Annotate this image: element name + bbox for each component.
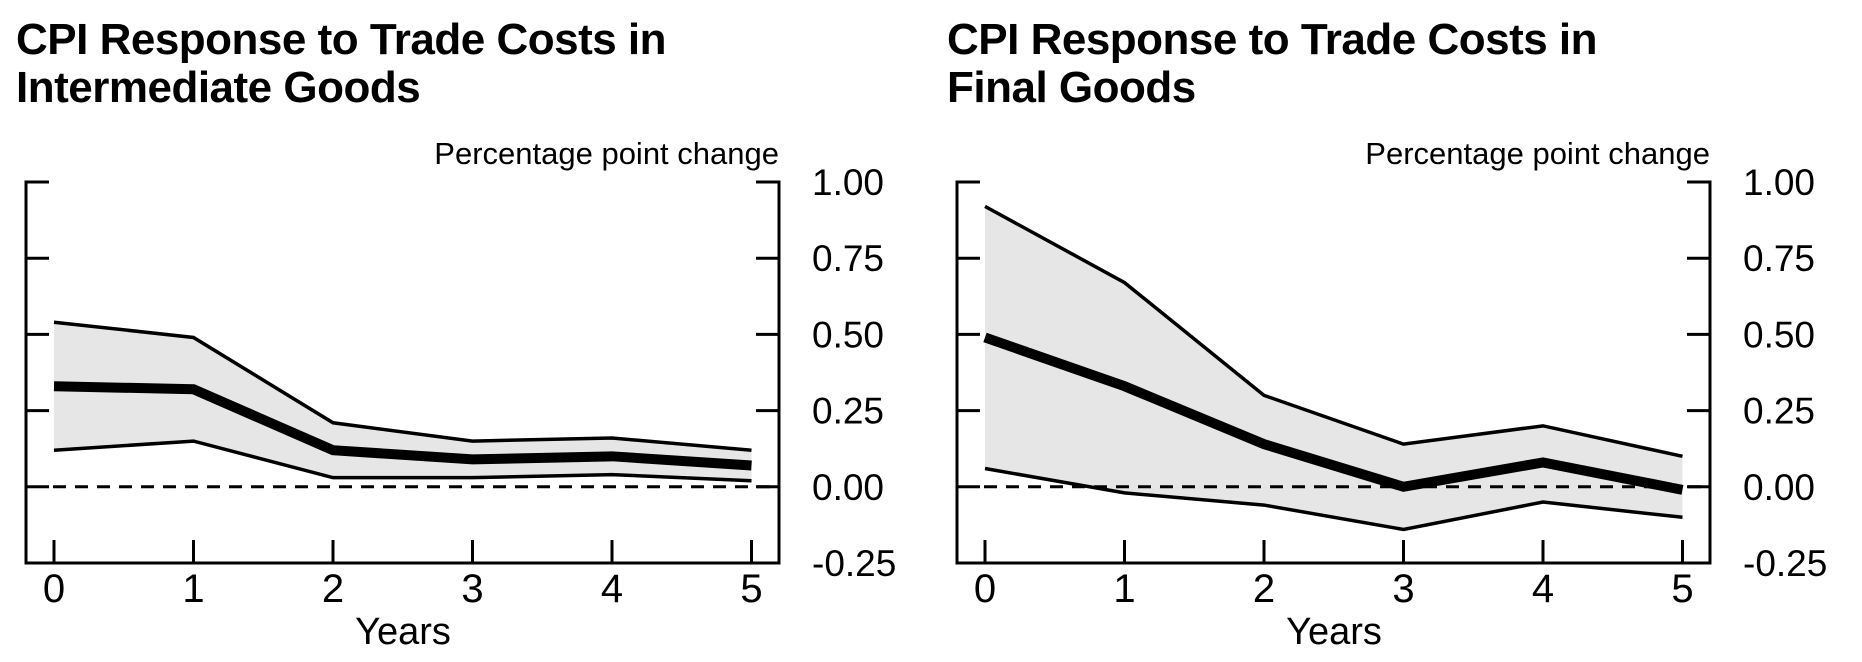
x-tick-label: 2 [1253,567,1275,611]
y-tick-label: -0.25 [1743,543,1827,584]
x-tick-label: 1 [182,567,204,611]
x-tick-label: 3 [1392,567,1414,611]
upper-bound-line [53,320,752,452]
median-line [983,332,1684,495]
chart-panel-intermediate-goods: CPI Response to Trade Costs in Intermedi… [16,15,896,654]
upper-bound-line [984,204,1683,459]
x-tick-label: 0 [43,567,65,611]
chart-title-intermediate-goods: CPI Response to Trade Costs in Intermedi… [16,15,667,112]
x-tick-label: 4 [601,567,623,611]
x-tick-label: 2 [322,567,344,611]
x-tick-label: 5 [1671,567,1693,611]
lower-bound-line [984,466,1683,532]
y-tick-label: 0.00 [812,467,884,508]
x-axis-title: Years [355,611,451,653]
y-tick-label: 1.00 [1743,162,1815,203]
x-tick-label: 0 [974,567,996,611]
confidence-band [985,206,1683,530]
y-tick-label: -0.25 [812,543,896,584]
y-tick-label: 1.00 [812,162,884,203]
y-axis-unit-label: Percentage point change [1365,136,1710,171]
y-tick-label: 0.25 [812,391,884,432]
y-tick-label: 0.00 [1743,467,1815,508]
chart-panel-final-goods: CPI Response to Trade Costs in Final Goo… [931,0,1862,662]
axis-frame [955,180,1712,565]
confidence-band [54,322,752,481]
y-tick-label: 0.75 [1743,238,1815,279]
x-tick-label: 3 [461,567,483,611]
x-tick-label: 4 [1532,567,1554,611]
y-axis-unit-label: Percentage point change [434,136,779,171]
x-tick-label: 5 [740,567,762,611]
plot-area-final-goods: 1.00 0.75 0.50 0.25 0.00 -0.25 0 1 2 3 4 5 [955,162,1827,611]
lower-bound-line [53,439,752,483]
median-line [53,381,752,471]
x-axis-title: Years [1286,611,1382,653]
chart-title-final-goods: CPI Response to Trade Costs in Final Goo… [947,15,1598,112]
y-tick-label: 0.50 [1743,314,1815,355]
plot-area-intermediate-goods: 1.00 0.75 0.50 0.25 0.00 -0.25 0 1 2 3 4 5 [24,162,896,611]
axis-frame [24,180,781,565]
y-tick-label: 0.50 [812,314,884,355]
y-tick-label: 0.25 [1743,391,1815,432]
y-tick-label: 0.75 [812,238,884,279]
x-tick-label: 1 [1113,567,1135,611]
